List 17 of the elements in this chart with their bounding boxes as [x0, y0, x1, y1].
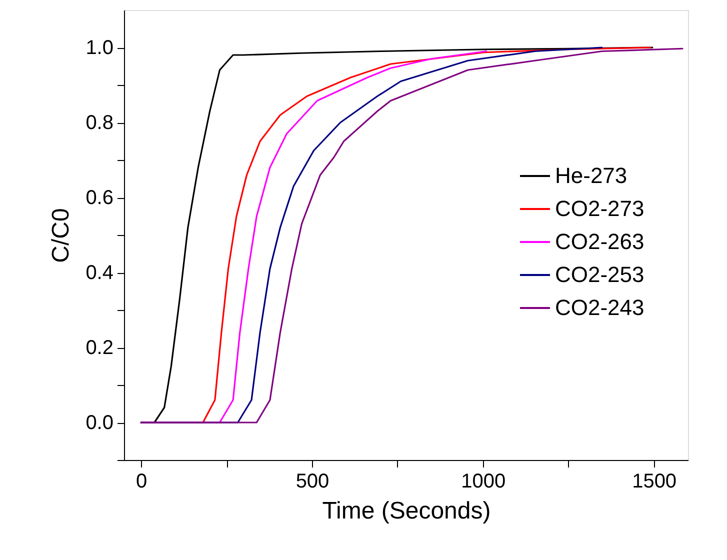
y-axis-title: C/C0	[48, 208, 75, 263]
y-tick-label: 0.6	[86, 187, 114, 209]
legend-label: CO2-273	[555, 196, 644, 221]
legend-label: CO2-263	[555, 229, 644, 254]
legend-label: He-273	[555, 163, 628, 188]
x-tick-label: 1500	[632, 470, 677, 492]
y-tick-label: 0.2	[86, 337, 114, 359]
legend-label: CO2-253	[555, 262, 644, 287]
y-tick-label: 0.8	[86, 112, 114, 134]
legend-label: CO2-243	[555, 295, 644, 320]
x-tick-label: 0	[136, 470, 148, 492]
y-tick-label: 1.0	[86, 37, 114, 59]
y-tick-label: 0.0	[86, 412, 114, 434]
x-tick-label: 500	[296, 470, 330, 492]
x-axis-title: Time (Seconds)	[322, 498, 491, 524]
y-tick-label: 0.4	[86, 262, 114, 284]
x-tick-label: 1000	[461, 470, 506, 492]
